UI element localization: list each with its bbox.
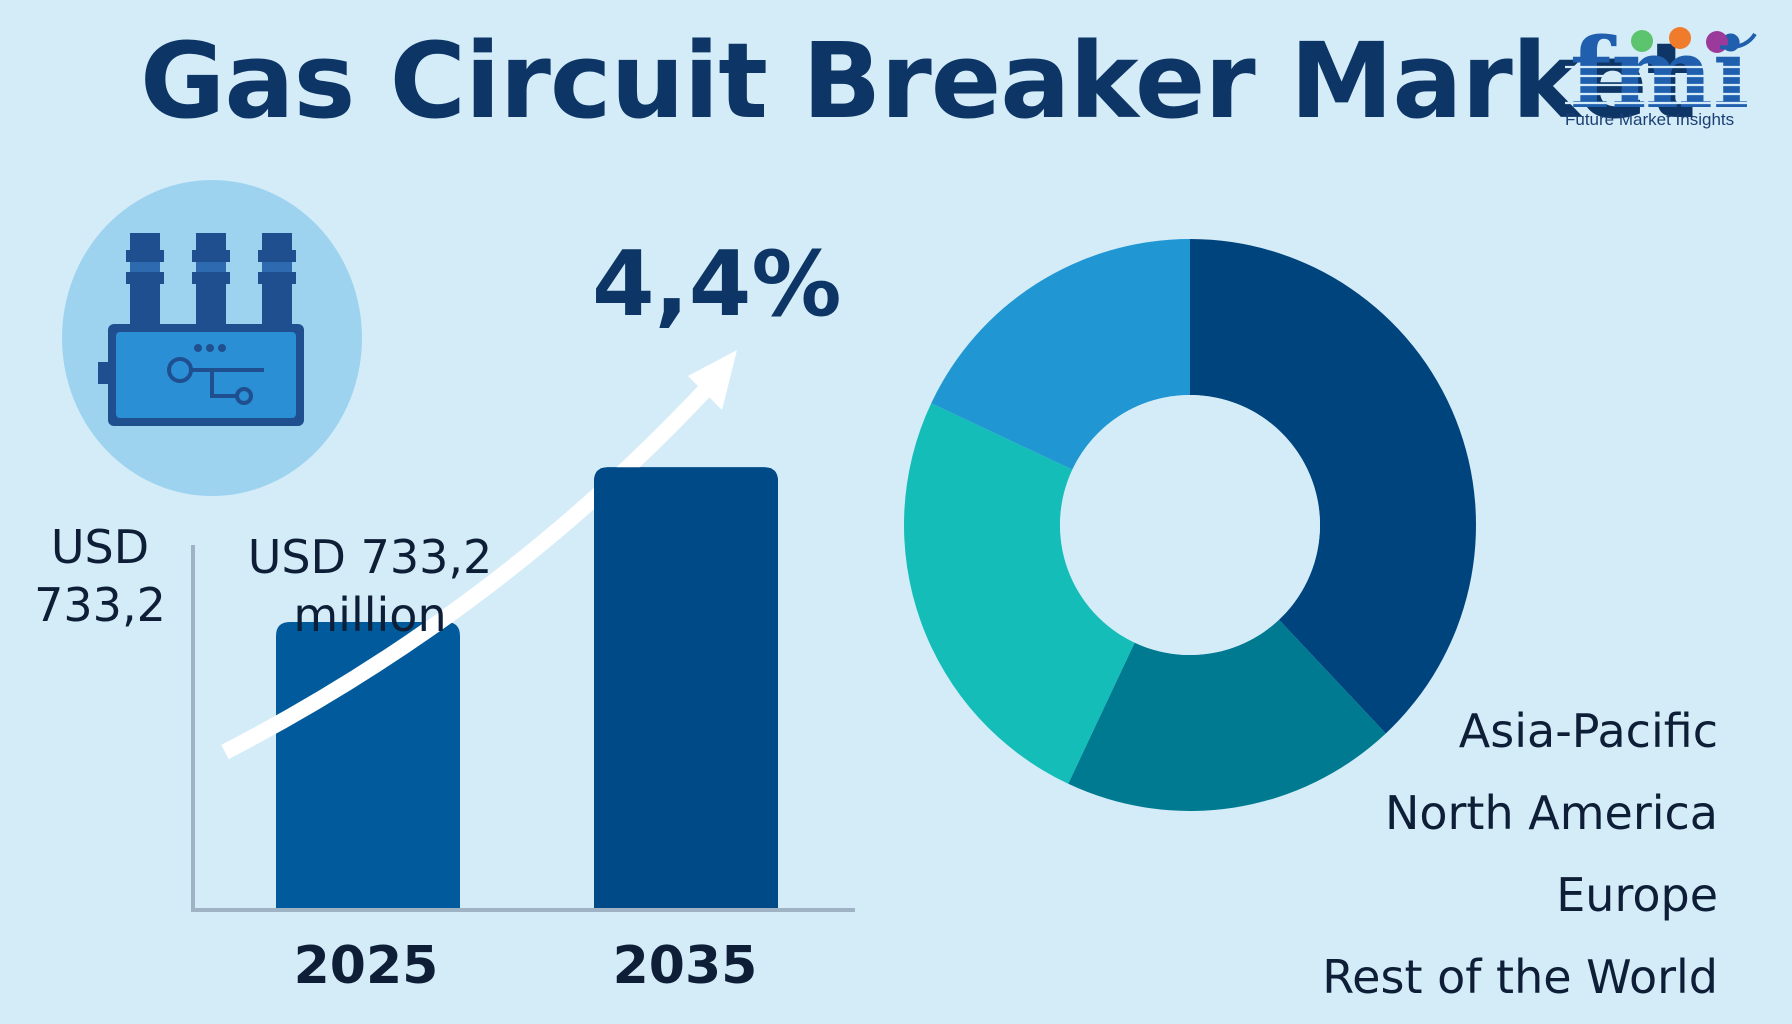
y-axis-label-line2: 733,2 [34,578,166,632]
logo-dot-green [1631,30,1653,52]
breaker-bushing-2 [192,233,230,324]
chart-axes [191,545,855,912]
growth-arrow-head [688,350,737,410]
donut-slice-europe [904,403,1135,784]
donut-slice-asia-pacific [1190,239,1476,734]
y-axis-label-line1: USD [50,520,150,574]
bar-data-label-2025-line1: USD 733,2 [247,530,493,584]
legend-north-america: North America [1384,786,1718,840]
x-tick-label-2025: 2025 [293,936,439,996]
donut-slices [904,239,1476,811]
bar-chart [191,350,855,912]
breaker-bushing-1 [126,233,164,324]
bar-data-label-2025-line2: million [293,588,447,642]
fmi-logo: fmi [1565,22,1757,130]
legend-europe: Europe [1556,868,1718,922]
legend-asia-pacific: Asia-Pacific [1458,704,1718,758]
donut-slice-north-america [1068,619,1386,811]
donut-slice-rest-of-the-world [931,239,1190,470]
growth-arrow [221,379,716,760]
breaker-tank [98,324,304,426]
logo-dot-orange [1669,27,1691,49]
logo-tagline: Future Market Insights [1565,110,1735,129]
logo-dot-purple [1706,31,1728,53]
x-tick-label-2035: 2035 [612,936,758,996]
donut-hole [1060,395,1320,655]
bar-series [221,350,778,908]
logo-swoosh [1719,32,1757,50]
bar-2035-overlay [594,467,778,908]
cagr-value: 4,4% [592,232,842,337]
breaker-bushing-3 [258,233,296,324]
page-title: Gas Circuit Breaker Market [140,20,1696,142]
legend-rest-of-the-world: Rest of the World [1322,950,1718,1004]
gas-circuit-breaker-icon [62,180,362,496]
donut-chart [904,239,1476,811]
